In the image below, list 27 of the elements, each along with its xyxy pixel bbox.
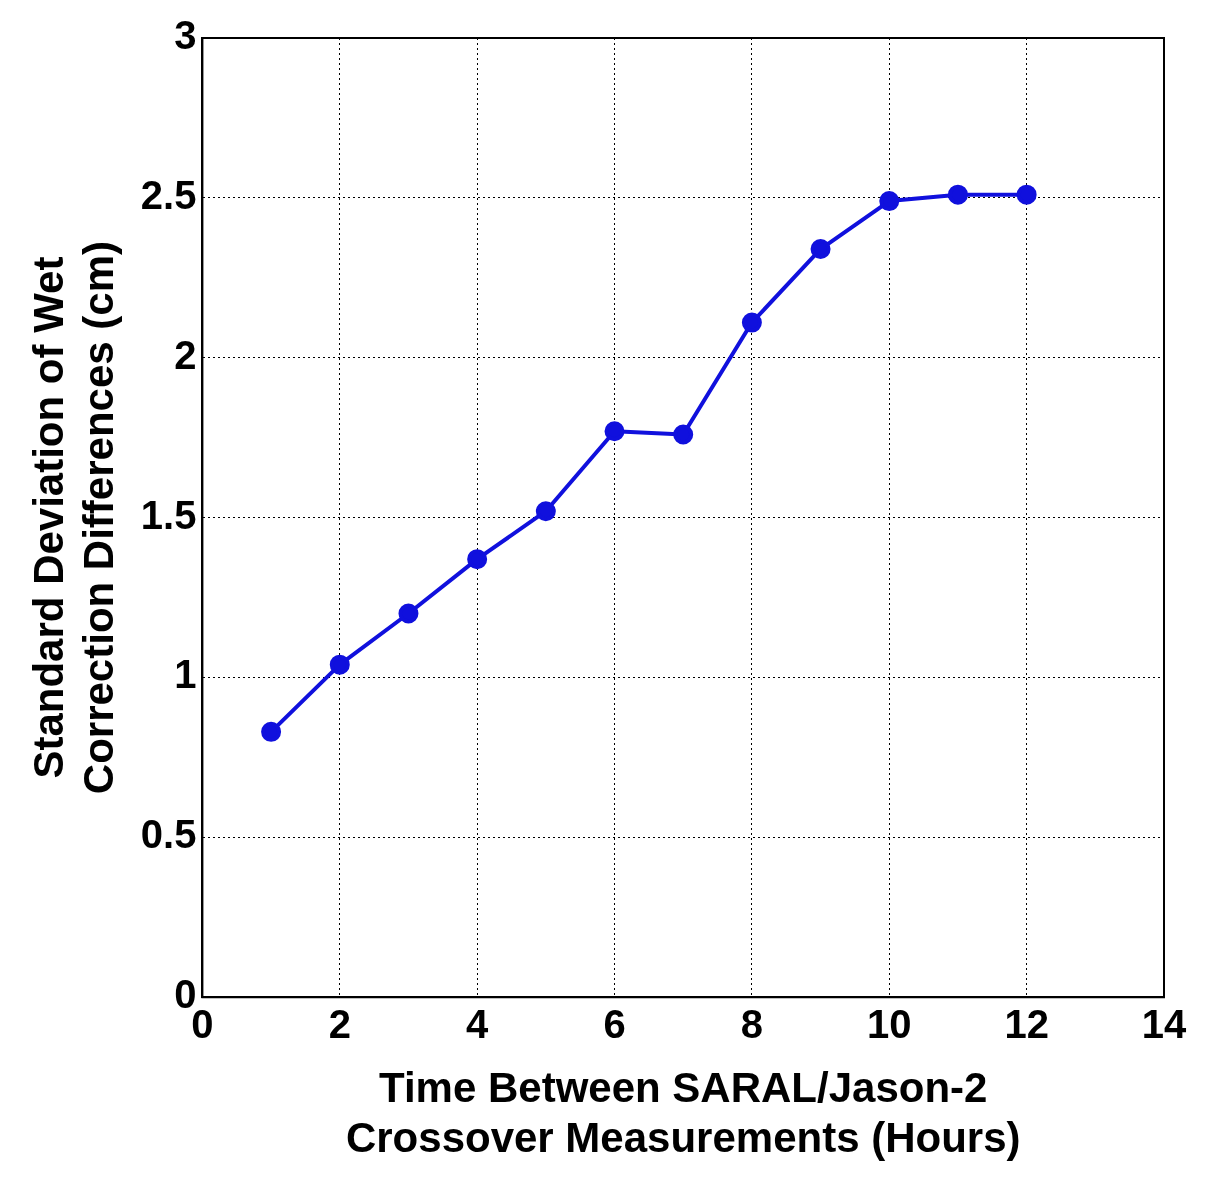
point (329, 654, 350, 675)
point (261, 721, 282, 742)
point (1016, 184, 1037, 205)
point (467, 549, 488, 570)
point (947, 184, 968, 205)
point (810, 239, 831, 260)
x-tick-label: 6 (603, 1002, 626, 1047)
x-tick-label: 8 (740, 1002, 764, 1047)
y-tick-label: 3 (174, 13, 197, 58)
x-tick-label: 12 (1004, 1002, 1049, 1047)
x-tick-label: 4 (466, 1002, 490, 1047)
point (535, 501, 556, 522)
point (604, 421, 625, 442)
point (673, 424, 694, 445)
point (741, 312, 762, 333)
y-tick-label: 1 (174, 652, 197, 697)
y-tick-label: 2 (174, 332, 197, 377)
point (879, 191, 900, 212)
x-tick-label: 14 (1141, 1002, 1187, 1047)
y-tick-label: 0.5 (140, 812, 197, 857)
y-axis-title: Standard Deviation of Wet Correction Differences (cm) (24, 241, 123, 795)
x-tick-label: 2 (328, 1002, 351, 1047)
x-axis-title: Time Between SARAL/Jason-2 Crossover Measurements (Hours) (345, 1063, 1021, 1162)
point (398, 603, 419, 624)
x-tick-label: 10 (867, 1002, 912, 1047)
y-tick-label: 1.5 (140, 492, 197, 537)
y-tick-label: 2.5 (140, 172, 197, 217)
